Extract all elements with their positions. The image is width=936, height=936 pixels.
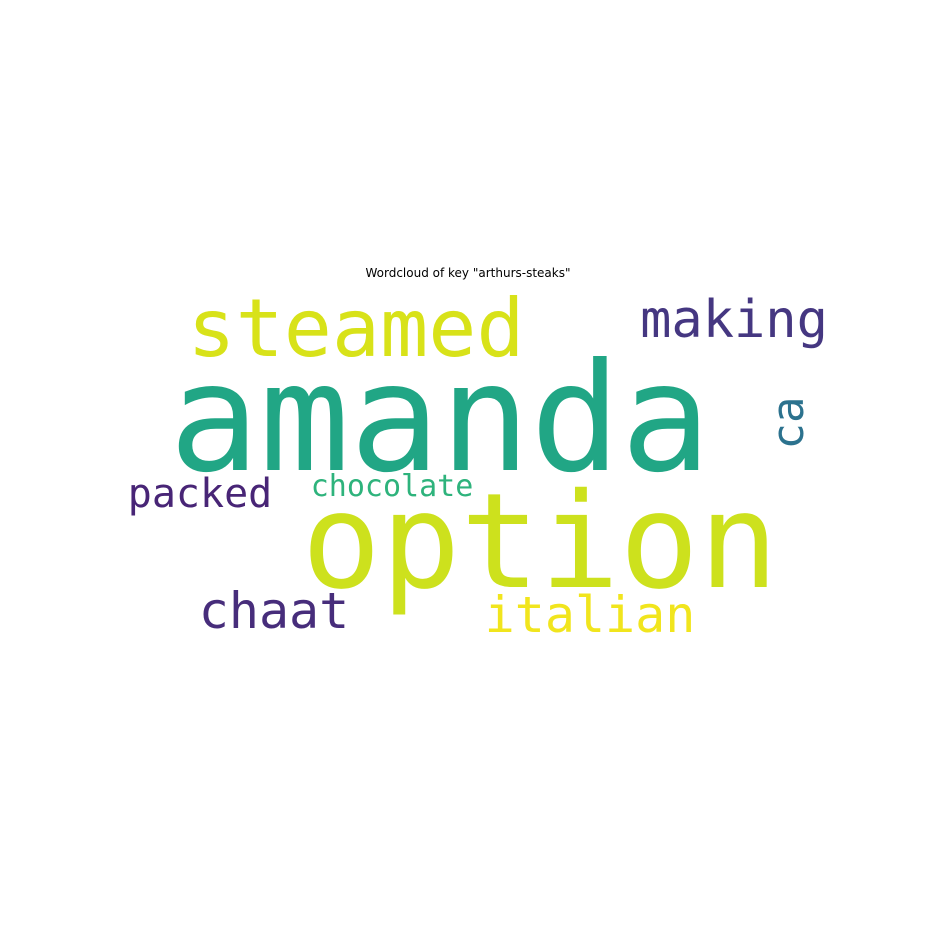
word-packed: packed (128, 471, 273, 517)
word-amanda: amanda (169, 332, 711, 506)
word-option: option (302, 465, 779, 619)
word-making: making (640, 290, 828, 350)
word-chocolate: chocolate (311, 469, 474, 504)
word-italian: italian (485, 586, 696, 644)
word-steamed: steamed (187, 282, 524, 375)
word-ca: ca (763, 397, 814, 450)
chart-title: Wordcloud of key "arthurs-steaks" (365, 266, 571, 280)
word-chaat: chaat (199, 582, 350, 640)
